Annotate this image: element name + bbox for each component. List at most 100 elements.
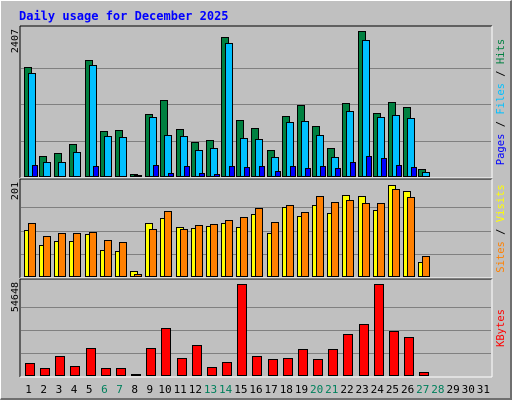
bar-pages-day-26 — [411, 167, 417, 177]
bar-sites-day-27 — [422, 256, 430, 277]
bar-pages-day-12 — [199, 173, 205, 177]
bar-files-day-8 — [134, 175, 142, 177]
bar-pages-day-5 — [93, 166, 99, 177]
x-tick-label: 16 — [249, 383, 262, 396]
panel-visits: 201 Sites / Visits — [10, 178, 507, 279]
x-tick-label: 14 — [219, 383, 233, 396]
bar-kbytes-day-7 — [116, 368, 126, 376]
bar-kbytes-day-19 — [298, 349, 308, 376]
bar-files-day-3 — [58, 162, 66, 177]
panel-hits: 2407 Pages / Files / Hits — [10, 25, 507, 179]
bar-pages-day-16 — [259, 166, 265, 177]
bar-kbytes-day-13 — [207, 367, 217, 376]
panel-kbytes: 54648 KBytes — [10, 278, 507, 378]
legend-separator: / — [495, 64, 507, 83]
x-tick-label: 19 — [295, 383, 308, 396]
bar-pages-day-20 — [320, 166, 326, 177]
bar-pages-day-15 — [244, 167, 250, 177]
bar-pages-day-19 — [305, 168, 311, 177]
x-tick-label: 27 — [416, 383, 429, 396]
bar-sites-day-21 — [331, 202, 339, 277]
bar-sites-day-12 — [195, 225, 203, 277]
x-tick-label: 29 — [446, 383, 459, 396]
bar-pages-day-24 — [381, 158, 387, 177]
bar-kbytes-day-23 — [359, 324, 369, 376]
bar-sites-day-10 — [164, 211, 172, 277]
bar-kbytes-day-6 — [101, 368, 111, 376]
bar-sites-day-23 — [362, 203, 370, 277]
bar-kbytes-day-26 — [404, 337, 414, 376]
bar-files-day-7 — [119, 137, 127, 177]
bar-kbytes-day-27 — [419, 372, 429, 376]
bar-sites-day-25 — [392, 189, 400, 277]
x-tick-label: 5 — [86, 383, 93, 396]
x-tick-label: 8 — [131, 383, 138, 396]
bar-pages-day-23 — [366, 156, 372, 177]
legend-label: Files — [495, 83, 507, 115]
bar-kbytes-day-15 — [237, 284, 247, 376]
bar-kbytes-day-17 — [268, 359, 278, 376]
bar-sites-day-5 — [89, 232, 97, 277]
bar-sites-day-15 — [240, 217, 248, 277]
bar-files-day-12 — [195, 150, 203, 177]
bar-sites-day-1 — [28, 223, 36, 277]
x-tick-label: 26 — [401, 383, 414, 396]
bar-sites-day-16 — [255, 208, 263, 277]
x-tick-label: 12 — [189, 383, 202, 396]
bar-sites-day-11 — [180, 229, 188, 277]
y-max-label: 54648 — [10, 282, 21, 312]
legend-label: Hits — [495, 39, 507, 64]
bar-pages-day-10 — [168, 173, 174, 177]
bar-kbytes-day-11 — [177, 358, 187, 376]
bar-sites-day-20 — [316, 196, 324, 277]
bar-sites-day-22 — [346, 200, 354, 277]
x-tick-label: 18 — [280, 383, 293, 396]
chart-title: Daily usage for December 2025 — [19, 9, 229, 23]
bar-sites-day-9 — [149, 229, 157, 277]
x-tick-label: 25 — [386, 383, 399, 396]
bar-files-day-27 — [422, 172, 430, 177]
legend-label: Pages — [495, 134, 507, 166]
legend-separator: / — [495, 115, 507, 134]
x-tick-label: 11 — [174, 383, 187, 396]
x-tick-label: 24 — [371, 383, 385, 396]
bar-sites-day-8 — [134, 274, 142, 277]
legend-kbytes: KBytes — [495, 309, 507, 347]
x-tick-label: 15 — [234, 383, 247, 396]
x-tick-label: 10 — [158, 383, 171, 396]
bar-pages-day-13 — [214, 174, 220, 177]
bar-pages-day-11 — [184, 166, 190, 177]
bar-files-day-5 — [89, 65, 97, 177]
bar-files-day-4 — [73, 152, 81, 177]
bar-kbytes-day-3 — [55, 356, 65, 376]
bar-sites-day-6 — [104, 240, 112, 277]
legend-label: Sites — [495, 241, 507, 273]
x-tick-label: 21 — [325, 383, 338, 396]
bar-kbytes-day-2 — [40, 368, 50, 376]
bar-sites-day-14 — [225, 220, 233, 277]
bar-pages-day-22 — [350, 162, 356, 177]
bar-pages-day-9 — [153, 165, 159, 177]
x-tick-label: 22 — [340, 383, 353, 396]
bar-pages-day-18 — [290, 166, 296, 177]
legend-separator: / — [495, 222, 507, 241]
bar-sites-day-3 — [58, 233, 66, 277]
x-tick-label: 23 — [356, 383, 369, 396]
bar-sites-day-7 — [119, 242, 127, 277]
bar-files-day-2 — [43, 162, 51, 177]
y-max-label: 201 — [10, 182, 21, 200]
bar-sites-day-26 — [407, 197, 415, 277]
bar-sites-day-24 — [377, 203, 385, 277]
bar-kbytes-day-5 — [86, 348, 96, 376]
x-tick-label: 7 — [116, 383, 123, 396]
legend-label: Visits — [495, 184, 507, 222]
bar-kbytes-day-1 — [25, 363, 35, 376]
bar-pages-day-25 — [396, 165, 402, 177]
x-tick-label: 2 — [40, 383, 47, 396]
bar-kbytes-day-10 — [161, 328, 171, 376]
bar-kbytes-day-12 — [192, 345, 202, 376]
bar-kbytes-day-16 — [252, 356, 262, 376]
bar-kbytes-day-22 — [343, 334, 353, 376]
bar-kbytes-day-24 — [374, 284, 384, 376]
bar-kbytes-day-18 — [283, 358, 293, 376]
